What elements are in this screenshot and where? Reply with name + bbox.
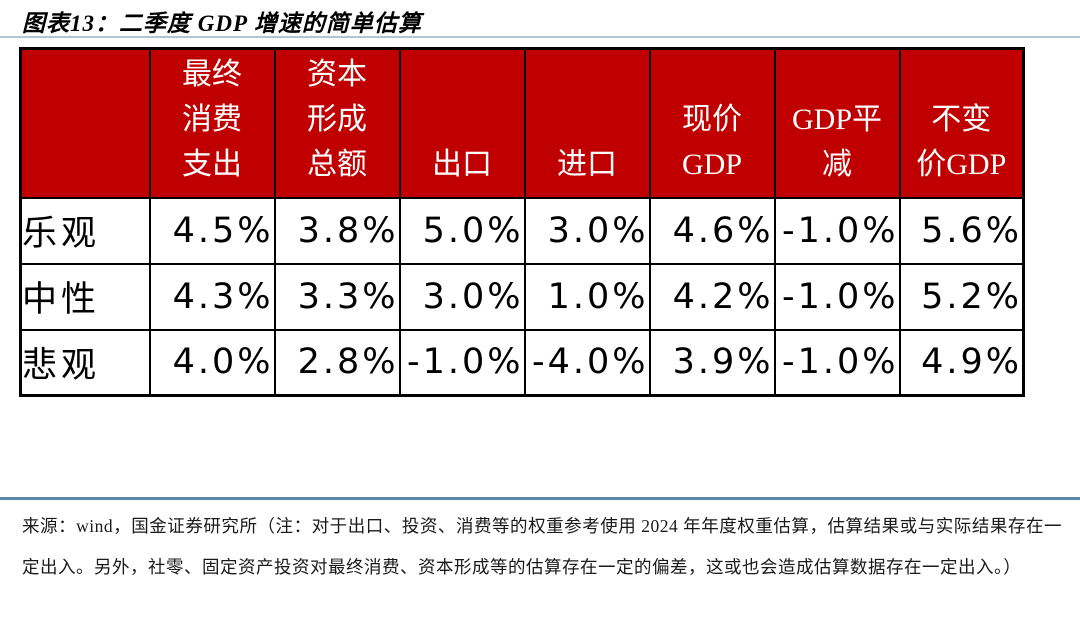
cell-value: -1.0% xyxy=(398,328,526,397)
col-header-gdp-deflator: GDP平 减 xyxy=(773,47,901,199)
footnote-divider xyxy=(0,497,1080,500)
col-header-line: GDP平 xyxy=(791,102,882,136)
cell-value: 3.3% xyxy=(273,262,401,331)
title-divider xyxy=(0,36,1080,38)
corner-cell xyxy=(19,47,151,199)
table-row-optimistic: 乐观 4.5% 3.8% 5.0% 3.0% 4.6% -1.0% 5.6% xyxy=(19,196,1025,265)
cell-value: 3.0% xyxy=(398,262,526,331)
scenario-label: 悲观 xyxy=(19,328,151,397)
col-header-line: 价GDP xyxy=(916,147,1007,181)
col-header-nominal-gdp: 现价 GDP xyxy=(648,47,776,199)
cell-value: 4.0% xyxy=(148,328,276,397)
col-header-line: 支出 xyxy=(182,147,242,181)
col-header-line: 出口 xyxy=(432,147,492,181)
col-header-line: GDP xyxy=(681,147,742,181)
col-header-line: 形成 xyxy=(307,102,367,136)
cell-value: 5.2% xyxy=(898,262,1025,331)
col-header-line: 资本 xyxy=(307,57,367,91)
cell-value: 3.8% xyxy=(273,196,401,265)
header-row: 最终 消费 支出 资本 形成 总额 出口 进口 现价 GDP xyxy=(19,47,1025,199)
col-header-line: 不变 xyxy=(931,102,992,136)
col-header-line: 减 xyxy=(822,147,852,181)
cell-value: 4.6% xyxy=(648,196,776,265)
col-header-line: 总额 xyxy=(307,147,367,181)
col-header-line: 最终 xyxy=(182,57,242,91)
col-header-capital-formation: 资本 形成 总额 xyxy=(273,47,401,199)
col-header-line: 现价 xyxy=(682,102,742,136)
cell-value: 4.3% xyxy=(148,262,276,331)
scenario-label: 乐观 xyxy=(19,196,151,265)
cell-value: -1.0% xyxy=(773,262,901,331)
cell-value: -4.0% xyxy=(523,328,651,397)
figure-title: 图表13：二季度 GDP 增速的简单估算 xyxy=(22,11,422,36)
col-header-imports: 进口 xyxy=(523,47,651,199)
cell-value: 3.9% xyxy=(648,328,776,397)
cell-value: 5.6% xyxy=(898,196,1025,265)
gdp-estimate-table: 最终 消费 支出 资本 形成 总额 出口 进口 现价 GDP xyxy=(19,47,1025,397)
source-footnote: 来源：wind，国金证券研究所（注：对于出口、投资、消费等的权重参考使用 202… xyxy=(22,516,1062,577)
col-header-exports: 出口 xyxy=(398,47,526,199)
cell-value: 5.0% xyxy=(398,196,526,265)
cell-value: 4.9% xyxy=(898,328,1025,397)
table-row-pessimistic: 悲观 4.0% 2.8% -1.0% -4.0% 3.9% -1.0% 4.9% xyxy=(19,328,1025,397)
cell-value: 4.2% xyxy=(648,262,776,331)
table-row-neutral: 中性 4.3% 3.3% 3.0% 1.0% 4.2% -1.0% 5.2% xyxy=(19,262,1025,331)
col-header-real-gdp: 不变 价GDP xyxy=(898,47,1025,199)
cell-value: 3.0% xyxy=(523,196,651,265)
cell-value: -1.0% xyxy=(773,328,901,397)
cell-value: 4.5% xyxy=(148,196,276,265)
col-header-line: 消费 xyxy=(182,102,242,136)
col-header-final-consumption: 最终 消费 支出 xyxy=(148,47,276,199)
scenario-label: 中性 xyxy=(19,262,151,331)
cell-value: -1.0% xyxy=(773,196,901,265)
cell-value: 2.8% xyxy=(273,328,401,397)
cell-value: 1.0% xyxy=(523,262,651,331)
col-header-line: 进口 xyxy=(557,147,617,181)
